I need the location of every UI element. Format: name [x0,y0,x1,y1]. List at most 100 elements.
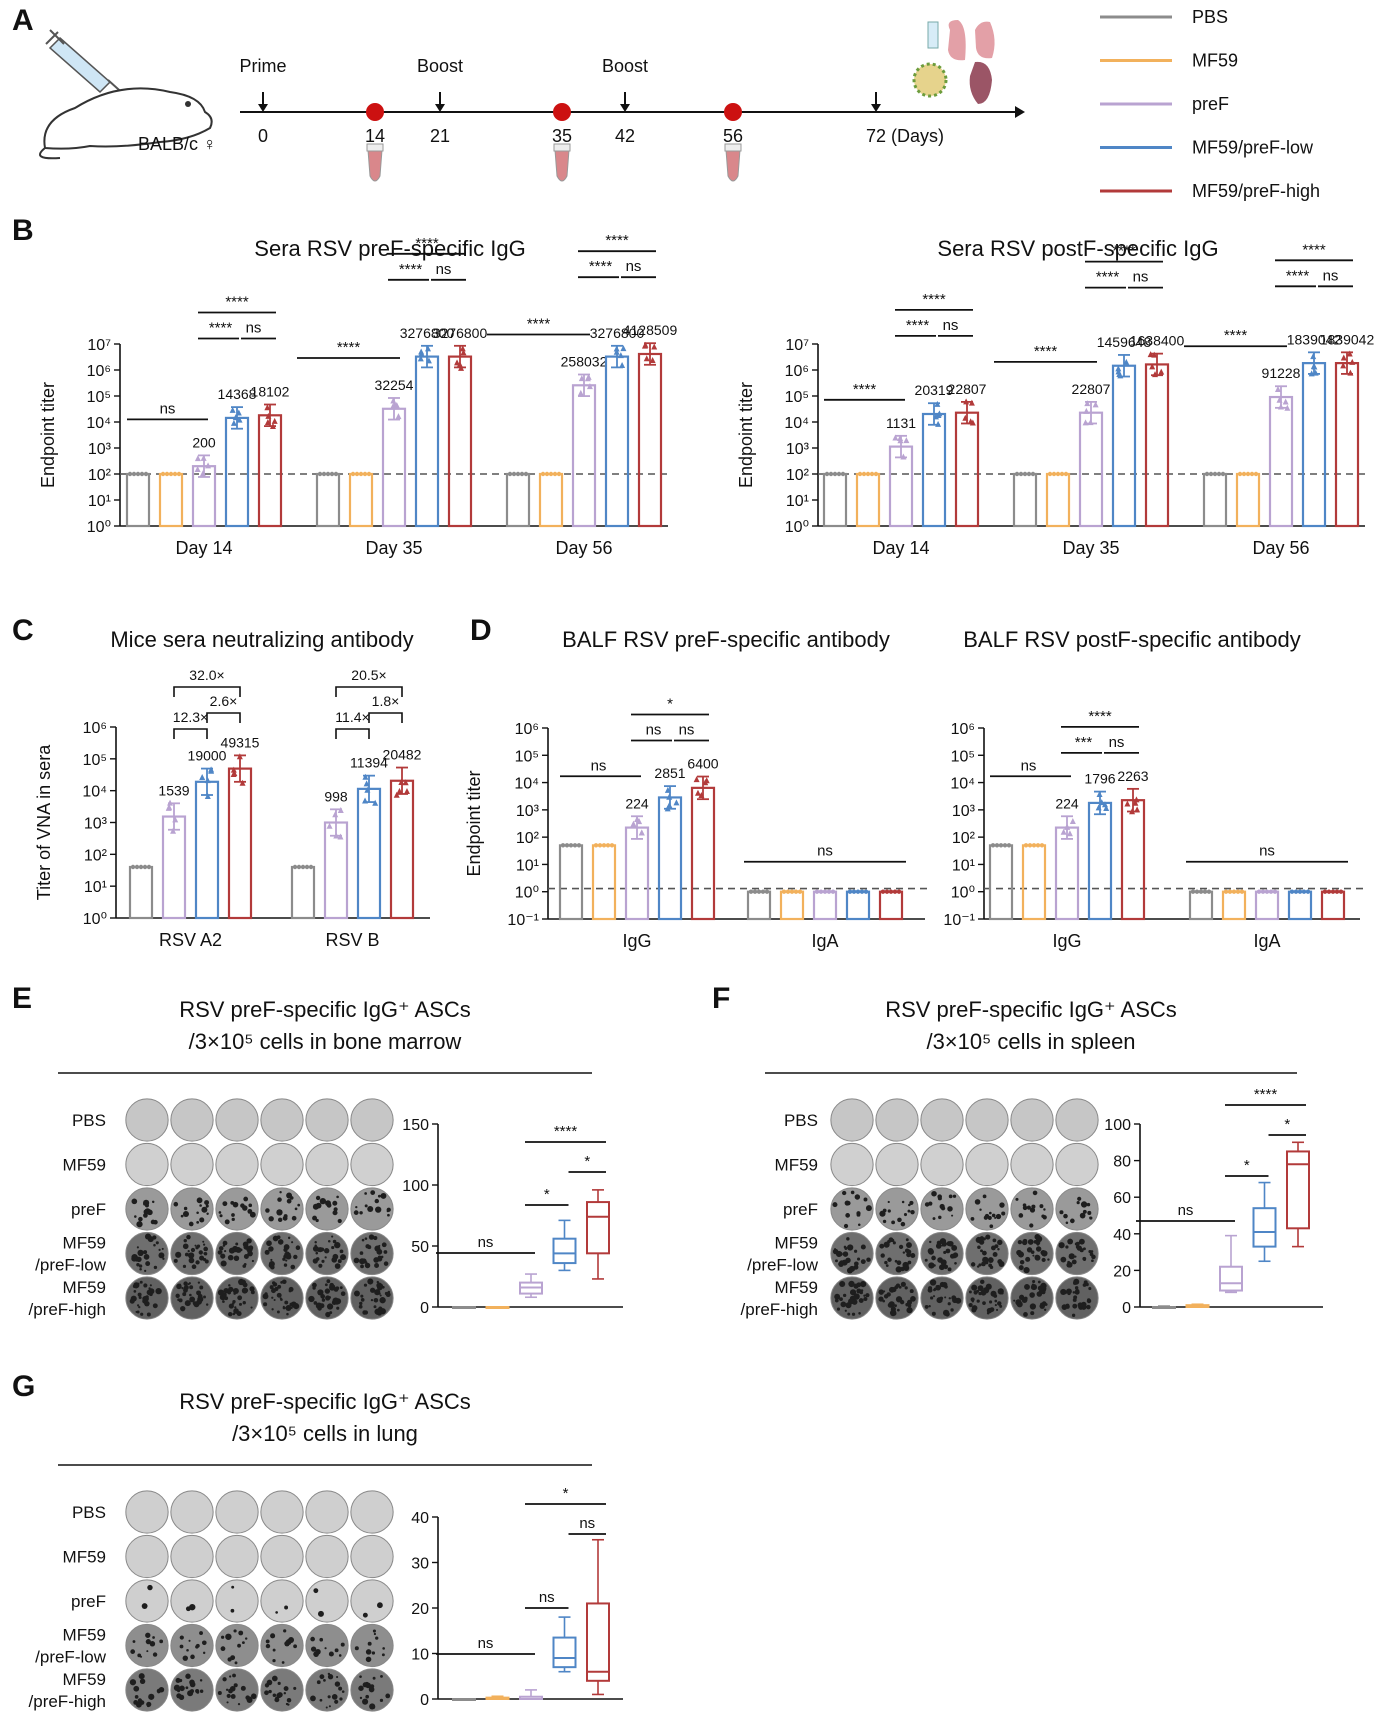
bar [845,890,871,921]
spot [846,1237,850,1241]
well-plate-E: PBS MF59 preF MF59/preF-low MF59/preF-high RS… [29,997,592,1320]
spot [974,1199,981,1205]
spot [283,1629,287,1633]
significance-label: **** [1286,267,1310,284]
spot [220,1253,226,1259]
spot [283,1244,290,1250]
spot [190,1247,196,1253]
data-point [903,437,910,444]
spot [937,1257,943,1263]
bar [1221,890,1247,921]
spot [334,1241,341,1249]
spot [287,1236,291,1240]
bar [505,472,531,528]
panel-label-G: G [12,1370,35,1403]
significance-label: **** [225,294,249,311]
panel-title: /3×10⁵ cells in bone marrow [189,1029,462,1054]
data-point [643,355,650,362]
spot [286,1192,293,1199]
well [305,1187,349,1231]
spot [319,1637,324,1642]
spot [324,1248,330,1254]
spot [1072,1298,1077,1302]
spot [365,1244,370,1249]
panel-label-A: A [12,4,34,37]
mouse-label: BALB/c ♀ [138,134,217,154]
spot [374,1263,380,1268]
spot [383,1250,388,1254]
well-row-label: /preF-low [747,1256,819,1275]
spot [327,1672,331,1676]
legend-label: MF59/preF-low [1192,138,1314,158]
spot [1083,1202,1087,1206]
spot [268,1689,272,1694]
spot [362,1698,369,1705]
data-point [1083,407,1090,414]
spot [145,1639,151,1645]
blood-tube-cap-icon [724,143,742,152]
spot [326,1303,334,1310]
spot [1019,1259,1025,1265]
spot [1034,1254,1041,1261]
spot [1086,1202,1091,1207]
spot [241,1641,245,1645]
data-point [649,357,656,364]
spot [250,1306,253,1309]
significance-label: **** [605,232,629,249]
spot [288,1637,295,1643]
data-point [1223,889,1229,894]
spot [155,1241,159,1245]
fold-change-label: 11.4× [335,709,369,725]
fold-change-label: 20.5× [351,667,386,683]
spot [977,1285,984,1292]
data-point [967,418,974,425]
spot [968,1302,973,1308]
spot [952,1194,957,1198]
x-tick-label: Day 35 [365,538,422,558]
spot [238,1630,244,1636]
spot [271,1675,278,1682]
spleen-icon [969,61,992,104]
bar [779,890,805,921]
spot [249,1211,256,1218]
spot [337,1259,342,1264]
value-label: 258032 [561,354,608,370]
spot [205,1204,209,1208]
bar [1202,472,1228,528]
spot [175,1251,182,1258]
spot [251,1259,254,1263]
value-label: 3276800 [433,325,488,341]
bar [348,472,374,528]
data-point [146,864,152,870]
y-tick-label: 10⁶ [951,721,975,738]
spot [994,1303,997,1307]
spot [189,1285,194,1290]
spot [904,1248,910,1253]
data-point [264,418,271,425]
spot [286,1697,292,1703]
well [215,1668,259,1712]
spot [1072,1281,1077,1285]
spot [277,1284,282,1289]
spot [936,1286,941,1291]
bar [624,826,650,921]
spot [242,1301,246,1305]
data-point [1301,889,1307,894]
data-point [1115,365,1122,372]
spot [328,1651,334,1657]
data-point [586,383,593,390]
spot [243,1196,249,1202]
data-point [229,406,236,413]
data-point [425,345,432,352]
data-point [1035,843,1041,848]
well [215,1276,259,1320]
box [1286,1150,1310,1230]
spot [948,1297,951,1300]
spot [1065,1245,1069,1249]
spot [358,1685,364,1691]
spot [370,1287,376,1293]
spot [842,1293,847,1298]
spot [997,1301,1002,1306]
data-point [1260,889,1266,894]
well [305,1142,349,1187]
